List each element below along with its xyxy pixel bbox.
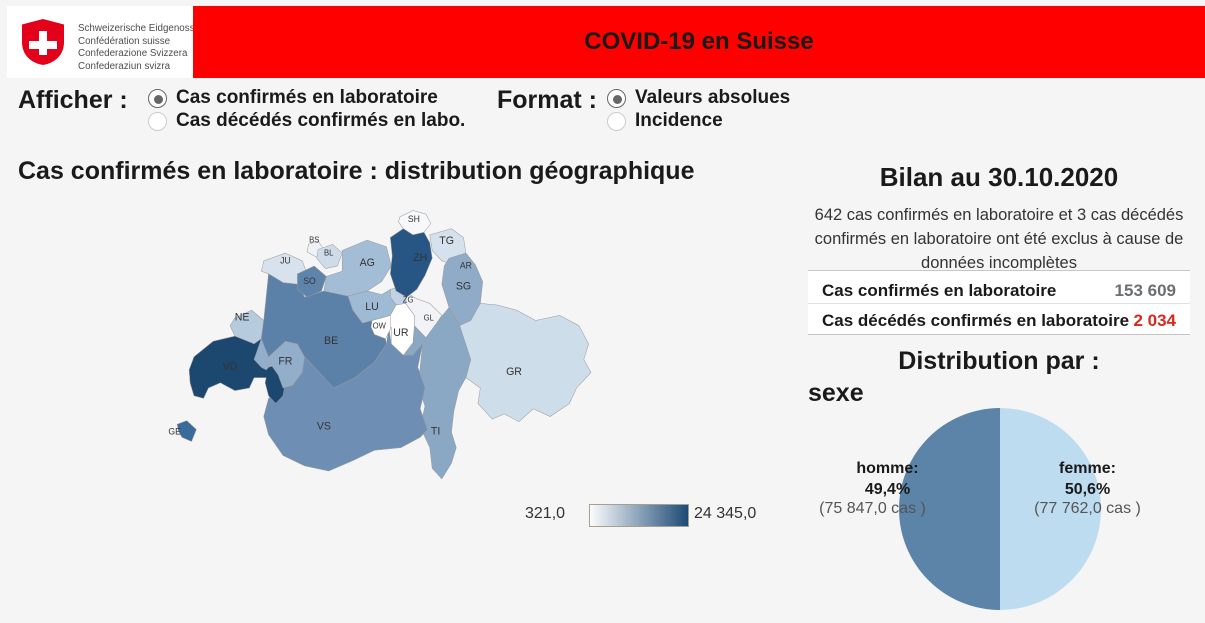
svg-text:GL: GL xyxy=(424,313,435,322)
svg-text:AG: AG xyxy=(360,257,375,269)
svg-text:GR: GR xyxy=(506,366,522,378)
svg-text:BL: BL xyxy=(324,248,334,257)
svg-text:VD: VD xyxy=(223,360,238,372)
svg-text:TG: TG xyxy=(439,235,454,247)
svg-text:ZG: ZG xyxy=(403,295,414,304)
svg-text:LU: LU xyxy=(365,301,379,313)
svg-text:BE: BE xyxy=(324,335,338,347)
svg-text:SG: SG xyxy=(456,280,471,292)
svg-text:GE: GE xyxy=(168,426,181,436)
svg-text:UR: UR xyxy=(393,327,408,339)
svg-text:AR: AR xyxy=(460,260,473,270)
svg-text:FR: FR xyxy=(278,355,292,367)
svg-text:OW: OW xyxy=(373,321,387,330)
svg-text:SH: SH xyxy=(408,214,420,224)
svg-text:JU: JU xyxy=(280,255,291,265)
svg-text:ZH: ZH xyxy=(413,252,427,264)
svg-text:TI: TI xyxy=(431,425,440,437)
svg-text:SO: SO xyxy=(303,276,316,286)
svg-text:BS: BS xyxy=(309,235,319,244)
svg-text:VS: VS xyxy=(317,420,331,432)
svg-text:NE: NE xyxy=(235,311,250,323)
